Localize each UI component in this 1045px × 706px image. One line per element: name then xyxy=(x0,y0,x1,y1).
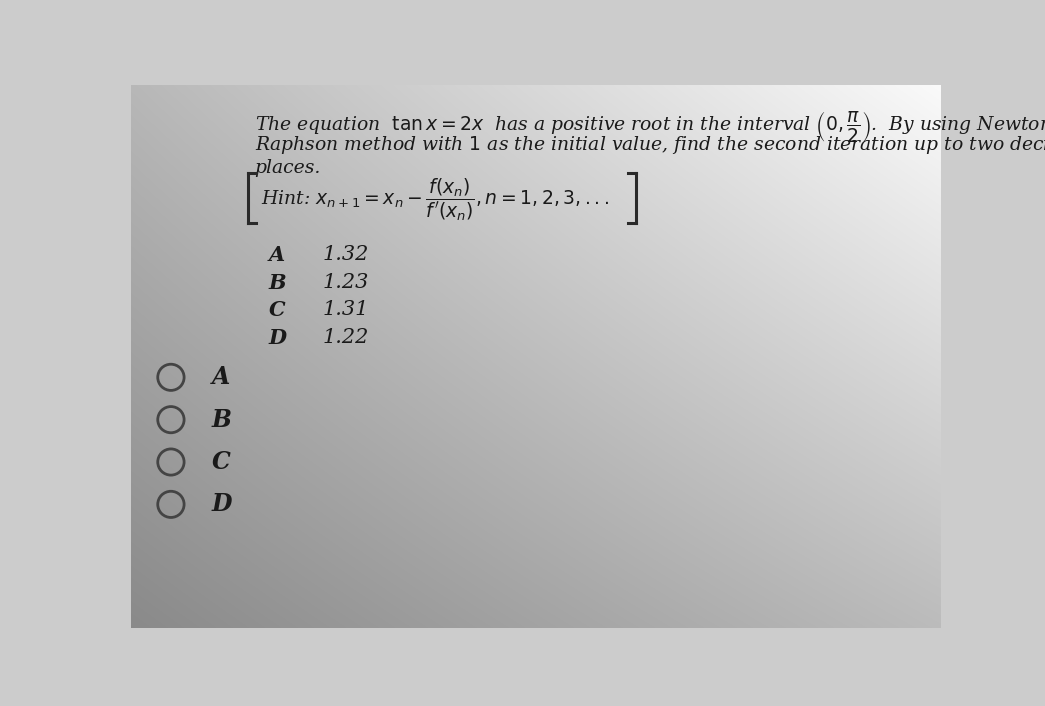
Text: 1.22: 1.22 xyxy=(323,328,369,347)
Text: C: C xyxy=(212,450,231,474)
Text: C: C xyxy=(269,300,285,321)
Text: A: A xyxy=(212,365,230,389)
Text: B: B xyxy=(269,273,286,292)
Text: Hint: $x_{n+1} = x_n - \dfrac{f(x_n)}{f'(x_n)}, n = 1, 2, 3,...$: Hint: $x_{n+1} = x_n - \dfrac{f(x_n)}{f'… xyxy=(261,176,609,223)
Text: places.: places. xyxy=(255,159,321,176)
Text: D: D xyxy=(212,492,232,516)
Text: A: A xyxy=(269,245,285,265)
Text: 1.32: 1.32 xyxy=(323,245,369,264)
Text: 1.23: 1.23 xyxy=(323,273,369,292)
Text: B: B xyxy=(212,407,232,431)
Text: Raphson method with $1$ as the initial value, find the second iteration up to tw: Raphson method with $1$ as the initial v… xyxy=(255,134,1045,156)
Text: 1.31: 1.31 xyxy=(323,300,369,319)
Text: D: D xyxy=(269,328,286,348)
Text: The equation  $\tan x = 2x$  has a positive root in the interval $\left(0, \dfra: The equation $\tan x = 2x$ has a positiv… xyxy=(255,109,1045,144)
